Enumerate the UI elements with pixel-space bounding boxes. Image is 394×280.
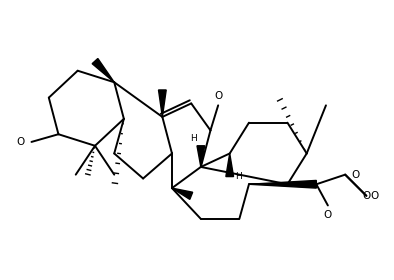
Polygon shape [158, 90, 166, 117]
Text: H: H [191, 134, 197, 143]
Text: H: H [235, 172, 242, 181]
Polygon shape [172, 188, 193, 199]
Text: O: O [214, 91, 222, 101]
Polygon shape [226, 153, 234, 177]
Text: O: O [17, 137, 25, 147]
Text: O: O [371, 191, 379, 201]
Polygon shape [92, 59, 114, 82]
Text: O: O [362, 191, 370, 201]
Polygon shape [249, 180, 316, 188]
Text: O: O [324, 210, 332, 220]
Text: O: O [352, 170, 360, 180]
Polygon shape [197, 146, 205, 167]
